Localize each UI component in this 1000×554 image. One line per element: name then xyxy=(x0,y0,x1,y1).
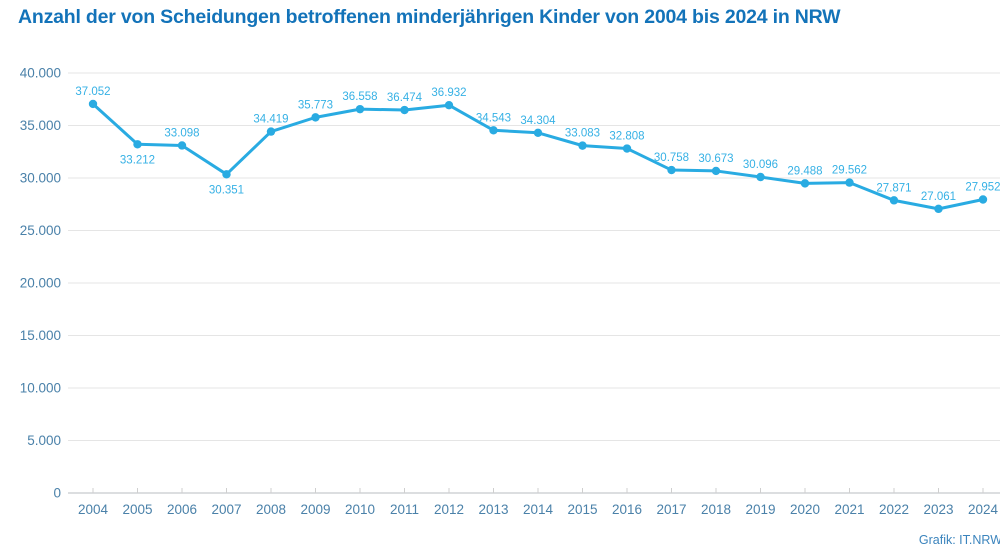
data-point xyxy=(489,126,498,135)
data-point-label: 33.098 xyxy=(164,127,199,139)
data-point xyxy=(711,166,721,176)
data-point xyxy=(667,165,676,175)
data-point-label: 29.488 xyxy=(787,165,822,177)
data-point xyxy=(533,128,543,138)
source-credit: Grafik: IT.NRW xyxy=(918,533,1000,547)
data-point xyxy=(756,172,765,182)
y-tick-label: 35.000 xyxy=(20,118,61,133)
data-point-label: 36.932 xyxy=(431,87,466,99)
data-point-label: 35.773 xyxy=(298,99,333,111)
x-tick-label: 2016 xyxy=(612,502,642,517)
x-tick-label: 2015 xyxy=(567,502,597,517)
x-tick-label: 2006 xyxy=(167,502,197,517)
data-point-label: 29.562 xyxy=(832,165,867,177)
data-point xyxy=(177,141,187,150)
x-tick-label: 2012 xyxy=(434,502,464,517)
x-tick-label: 2021 xyxy=(834,502,864,517)
y-tick-label: 0 xyxy=(53,486,61,501)
data-point xyxy=(222,170,231,179)
x-tick-label: 2013 xyxy=(478,502,508,517)
x-tick-label: 2024 xyxy=(968,502,999,517)
data-point-label: 37.052 xyxy=(75,86,110,98)
x-tick-label: 2005 xyxy=(122,502,152,517)
data-point-label: 34.304 xyxy=(520,115,556,127)
data-point-label: 36.474 xyxy=(387,92,423,104)
data-point-label: 33.212 xyxy=(120,154,155,166)
data-point xyxy=(133,140,142,149)
x-tick-label: 2017 xyxy=(656,502,686,517)
x-tick-label: 2009 xyxy=(300,502,330,517)
data-point xyxy=(266,127,276,136)
data-point xyxy=(578,141,587,150)
data-point-label: 27.952 xyxy=(965,182,1000,194)
data-point-label: 27.871 xyxy=(876,182,911,194)
data-point-label: 34.543 xyxy=(476,112,511,124)
data-point xyxy=(978,195,988,204)
chart-title: Anzahl der von Scheidungen betroffenen m… xyxy=(18,6,841,28)
x-tick-label: 2014 xyxy=(523,502,554,517)
y-tick-label: 15.000 xyxy=(20,328,61,343)
data-point xyxy=(845,178,854,187)
data-point xyxy=(800,179,810,188)
x-tick-label: 2008 xyxy=(256,502,286,517)
x-tick-label: 2022 xyxy=(879,502,909,517)
x-tick-label: 2019 xyxy=(745,502,775,517)
data-point-label: 32.808 xyxy=(609,131,644,143)
x-tick-label: 2007 xyxy=(211,502,241,517)
x-tick-label: 2023 xyxy=(923,502,953,517)
y-tick-label: 25.000 xyxy=(20,223,61,238)
data-point-label: 33.083 xyxy=(565,128,600,140)
data-point xyxy=(311,113,320,122)
y-tick-label: 10.000 xyxy=(20,381,61,396)
x-tick-label: 2020 xyxy=(790,502,820,517)
data-point-label: 30.673 xyxy=(698,153,733,165)
y-tick-label: 5.000 xyxy=(27,433,61,448)
data-point xyxy=(400,105,409,115)
x-tick-label: 2010 xyxy=(345,502,375,517)
data-point-label: 36.558 xyxy=(342,91,377,103)
y-tick-label: 20.000 xyxy=(20,276,61,291)
y-tick-label: 40.000 xyxy=(20,66,61,81)
data-point-label: 30.096 xyxy=(743,159,778,171)
data-point xyxy=(88,99,98,109)
data-point xyxy=(889,196,899,205)
y-tick-label: 30.000 xyxy=(20,171,61,186)
data-point-label: 27.061 xyxy=(921,191,956,203)
data-point xyxy=(622,144,632,153)
x-tick-label: 2004 xyxy=(78,502,109,517)
data-point xyxy=(934,204,943,214)
x-tick-label: 2011 xyxy=(390,502,419,517)
data-point-label: 30.758 xyxy=(654,152,689,164)
x-tick-label: 2018 xyxy=(701,502,731,517)
data-point-label: 34.419 xyxy=(253,114,288,126)
data-point xyxy=(355,104,365,114)
data-point xyxy=(444,101,454,110)
data-point-label: 30.351 xyxy=(209,184,244,196)
